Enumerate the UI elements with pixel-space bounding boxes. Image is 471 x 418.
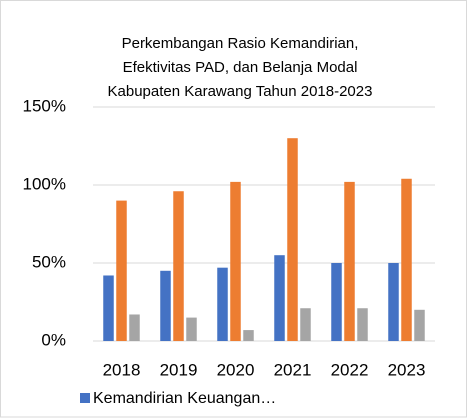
bar (186, 317, 197, 341)
x-tick-label: 2019 (160, 360, 198, 379)
x-tick-label: 2020 (217, 360, 255, 379)
bar (344, 181, 355, 341)
bar (103, 275, 114, 341)
bar (388, 263, 399, 341)
x-tick-label: 2021 (274, 360, 312, 379)
bar (243, 330, 254, 341)
legend-label: Kemandirian Keuangan… (93, 390, 276, 407)
chart-title: Efektivitas PAD, dan Belanja Modal (123, 59, 358, 76)
bar (357, 308, 368, 341)
bar (230, 181, 241, 341)
bar (401, 178, 412, 341)
legend-swatch (80, 393, 90, 403)
chart-title: Perkembangan Rasio Kemandirian, (122, 35, 359, 52)
bar (173, 191, 184, 341)
bar (274, 255, 285, 341)
bar (287, 138, 298, 341)
y-tick-label: 50% (32, 252, 66, 271)
x-tick-label: 2022 (331, 360, 369, 379)
x-tick-label: 2023 (388, 360, 426, 379)
bar (300, 308, 311, 341)
y-tick-label: 0% (41, 330, 66, 349)
bar (160, 270, 171, 341)
x-tick-label: 2018 (103, 360, 141, 379)
bar (217, 267, 228, 341)
bar (129, 314, 140, 341)
y-tick-label: 150% (23, 96, 66, 115)
chart-title: Kabupaten Karawang Tahun 2018-2023 (108, 83, 373, 100)
bar (116, 200, 127, 341)
y-tick-label: 100% (23, 174, 66, 193)
bar (331, 263, 342, 341)
bar (414, 309, 425, 341)
